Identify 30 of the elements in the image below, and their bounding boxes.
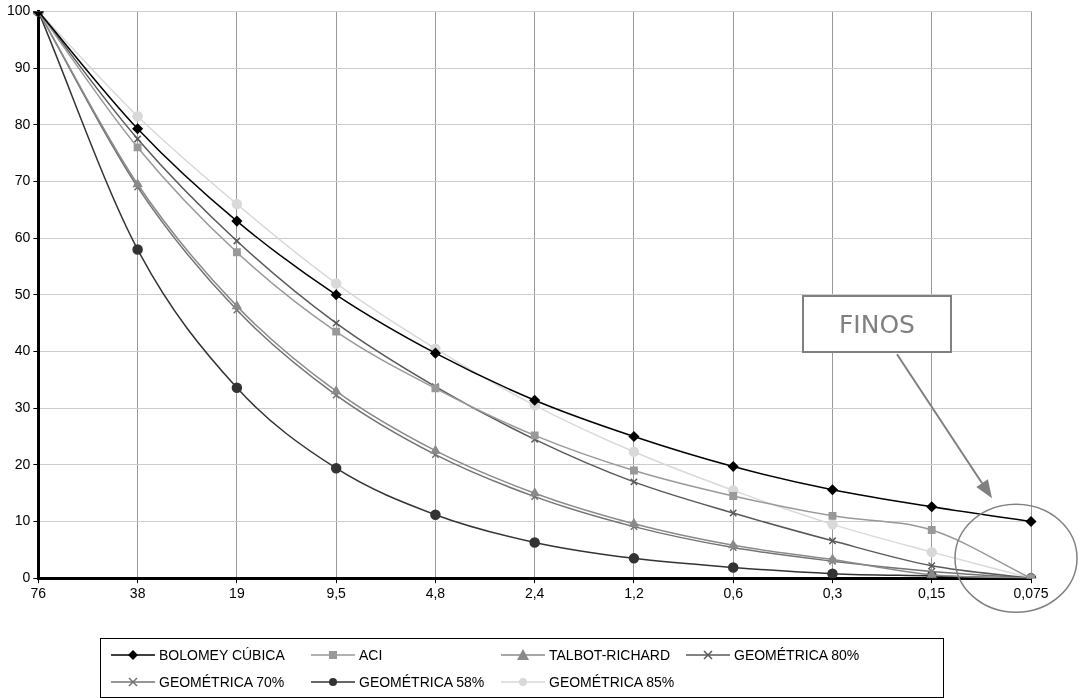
x-tick-label: 0,15: [918, 585, 946, 602]
y-tick-label: 60: [14, 228, 31, 245]
y-tick-label: 40: [14, 342, 31, 359]
annotation: FINOS: [802, 295, 952, 354]
legend-label: GEOMÉTRICA 85%: [549, 673, 675, 690]
y-tick-label: 70: [14, 172, 31, 189]
y-tick-label: 10: [14, 512, 31, 529]
y-tick-label: 50: [14, 285, 31, 302]
y-tick-label: 90: [14, 58, 31, 75]
x-tick-label: 19: [229, 585, 245, 602]
y-tick-label: 0: [22, 569, 31, 586]
x-tick-label: 1,2: [624, 585, 644, 602]
legend-label: GEOMÉTRICA 70%: [159, 673, 285, 690]
x-tick-label: 2,4: [524, 585, 545, 602]
legend-label: BOLOMEY CÚBICA: [159, 646, 285, 663]
y-tick-label: 100: [7, 2, 31, 19]
legend-label: TALBOT-RICHARD: [549, 646, 671, 663]
x-tick-label: 9,5: [326, 585, 347, 602]
x-tick-label: 76: [30, 585, 47, 602]
y-tick-label: 80: [14, 115, 31, 132]
legend-label: GEOMÉTRICA 80%: [734, 646, 860, 663]
legend-label: ACI: [359, 646, 383, 663]
x-tick-label: 4,8: [425, 585, 446, 602]
legend-label: GEOMÉTRICA 58%: [359, 673, 485, 690]
x-tick-label: 0,3: [822, 585, 843, 602]
y-tick-label: 30: [14, 399, 31, 416]
x-tick-label: 0,075: [1013, 585, 1049, 602]
y-tick-label: 20: [14, 455, 31, 472]
x-tick-label: 0,6: [723, 585, 744, 602]
x-tick-label: 38: [129, 585, 146, 602]
